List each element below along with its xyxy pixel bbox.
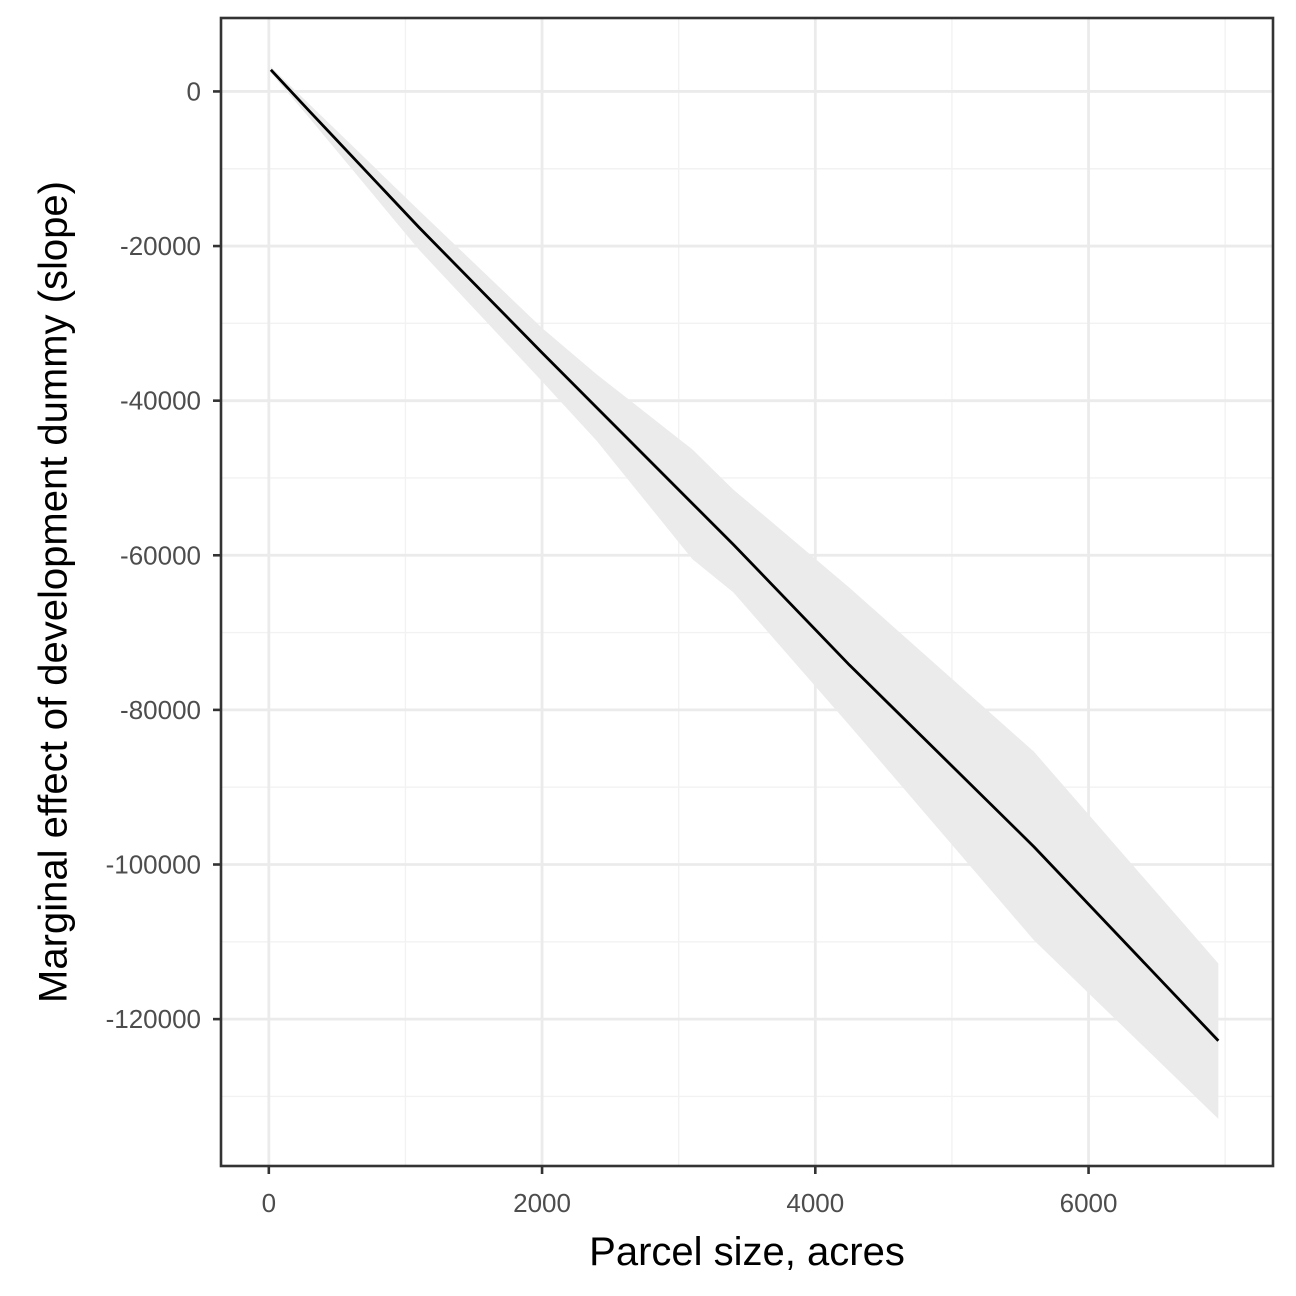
- y-tick-label: -100000: [106, 850, 201, 880]
- plot-marks: [269, 66, 1220, 1119]
- y-tick-label: -20000: [120, 231, 201, 261]
- y-tick-label: 0: [187, 76, 201, 106]
- x-axis-title: Parcel size, acres: [589, 1230, 905, 1274]
- y-tick-label: -40000: [120, 386, 201, 416]
- x-tick-label: 6000: [1060, 1188, 1118, 1218]
- x-tick-label: 4000: [786, 1188, 844, 1218]
- y-tick-label: -60000: [120, 540, 201, 570]
- y-tick-label: -120000: [106, 1004, 201, 1034]
- x-axis: 0 2000 4000 6000: [262, 1166, 1118, 1218]
- y-axis-title: Marginal effect of development dummy (sl…: [32, 181, 76, 1003]
- y-axis: 0 -20000 -40000 -60000 -80000 -100000 -120000: [106, 76, 221, 1034]
- x-tick-label: 0: [262, 1188, 276, 1218]
- panel-border: [219, 16, 1275, 1168]
- y-tick-label: -80000: [120, 695, 201, 725]
- series-line: [269, 68, 1220, 1042]
- confidence-ribbon: [270, 66, 1219, 1119]
- x-tick-label: 2000: [513, 1188, 571, 1218]
